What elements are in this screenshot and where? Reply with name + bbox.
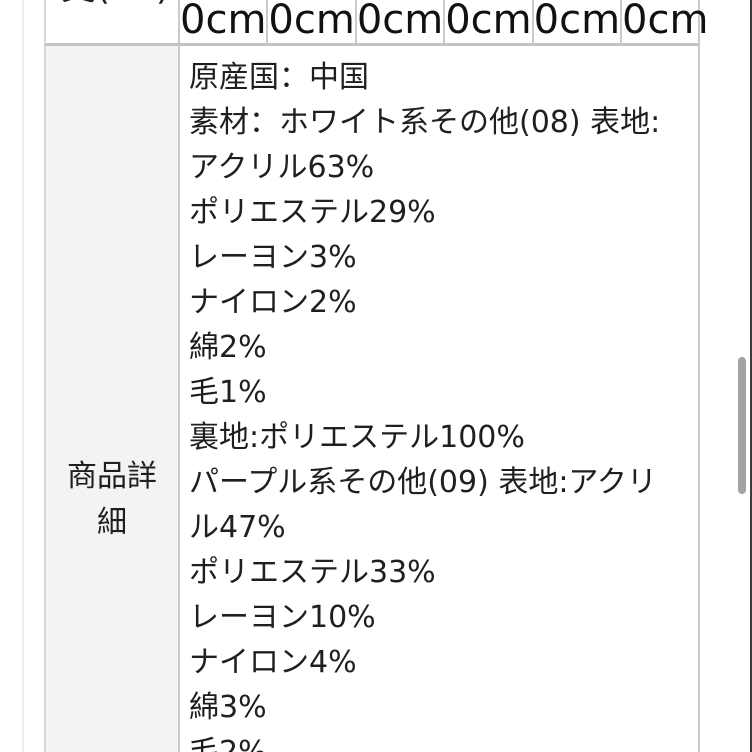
detail-line: 綿3% bbox=[189, 690, 267, 725]
detail-line-lining: 裏地:ポリエステル100% bbox=[189, 420, 525, 455]
window-right-edge bbox=[750, 0, 752, 752]
detail-line: ナイロン4% bbox=[189, 645, 357, 680]
detail-line: 綿2% bbox=[189, 330, 267, 365]
size-row-header-label-clipped: 丈(38) bbox=[60, 0, 170, 6]
size-value-cell: 0cm bbox=[533, 0, 623, 43]
size-chart-table: 丈(38) 0cm 0cm 0cm 0cm 0cm 0cm bbox=[44, 0, 708, 46]
size-value-cell: 0cm bbox=[180, 0, 269, 43]
detail-line: ル47% bbox=[189, 510, 286, 545]
detail-line: 毛2% bbox=[189, 730, 692, 752]
product-details-label: 細 bbox=[97, 505, 127, 540]
detail-line: 毛1% bbox=[189, 375, 267, 410]
detail-line: アクリル63% bbox=[189, 150, 375, 185]
detail-line: レーヨン10% bbox=[189, 600, 376, 635]
product-details-header-cell: 商品詳 細 bbox=[46, 46, 180, 752]
detail-line: レーヨン3% bbox=[189, 240, 357, 275]
detail-line: ポリエステル33% bbox=[189, 555, 436, 590]
size-value-cell: 0cm bbox=[445, 0, 534, 43]
product-details-content-cell: 原産国：中国 素材：ホワイト系その他(08) 表地: アクリル63% ポリエステ… bbox=[180, 46, 698, 752]
product-details-label: 商品詳 bbox=[67, 459, 157, 494]
page-left-edge-divider bbox=[22, 0, 24, 752]
detail-line-material: 素材：ホワイト系その他(08) 表地: bbox=[189, 105, 661, 140]
size-value-cell: 0cm bbox=[622, 0, 709, 43]
tables-container: 丈(38) 0cm 0cm 0cm 0cm 0cm 0cm 商品詳 細 原産国：… bbox=[44, 0, 708, 752]
vertical-scrollbar-thumb[interactable] bbox=[738, 357, 746, 494]
size-value-cell: 0cm bbox=[356, 0, 446, 43]
detail-line: ポリエステル29% bbox=[189, 195, 436, 230]
detail-line-colorway: パープル系その他(09) 表地:アクリ bbox=[189, 465, 657, 500]
product-details-table: 商品詳 細 原産国：中国 素材：ホワイト系その他(08) 表地: アクリル63%… bbox=[44, 46, 700, 752]
size-value-cell: 0cm bbox=[268, 0, 357, 43]
size-row-header-cell: 丈(38) bbox=[46, 0, 180, 43]
detail-line: ナイロン2% bbox=[189, 285, 357, 320]
detail-line-origin: 原産国：中国 bbox=[189, 60, 369, 95]
